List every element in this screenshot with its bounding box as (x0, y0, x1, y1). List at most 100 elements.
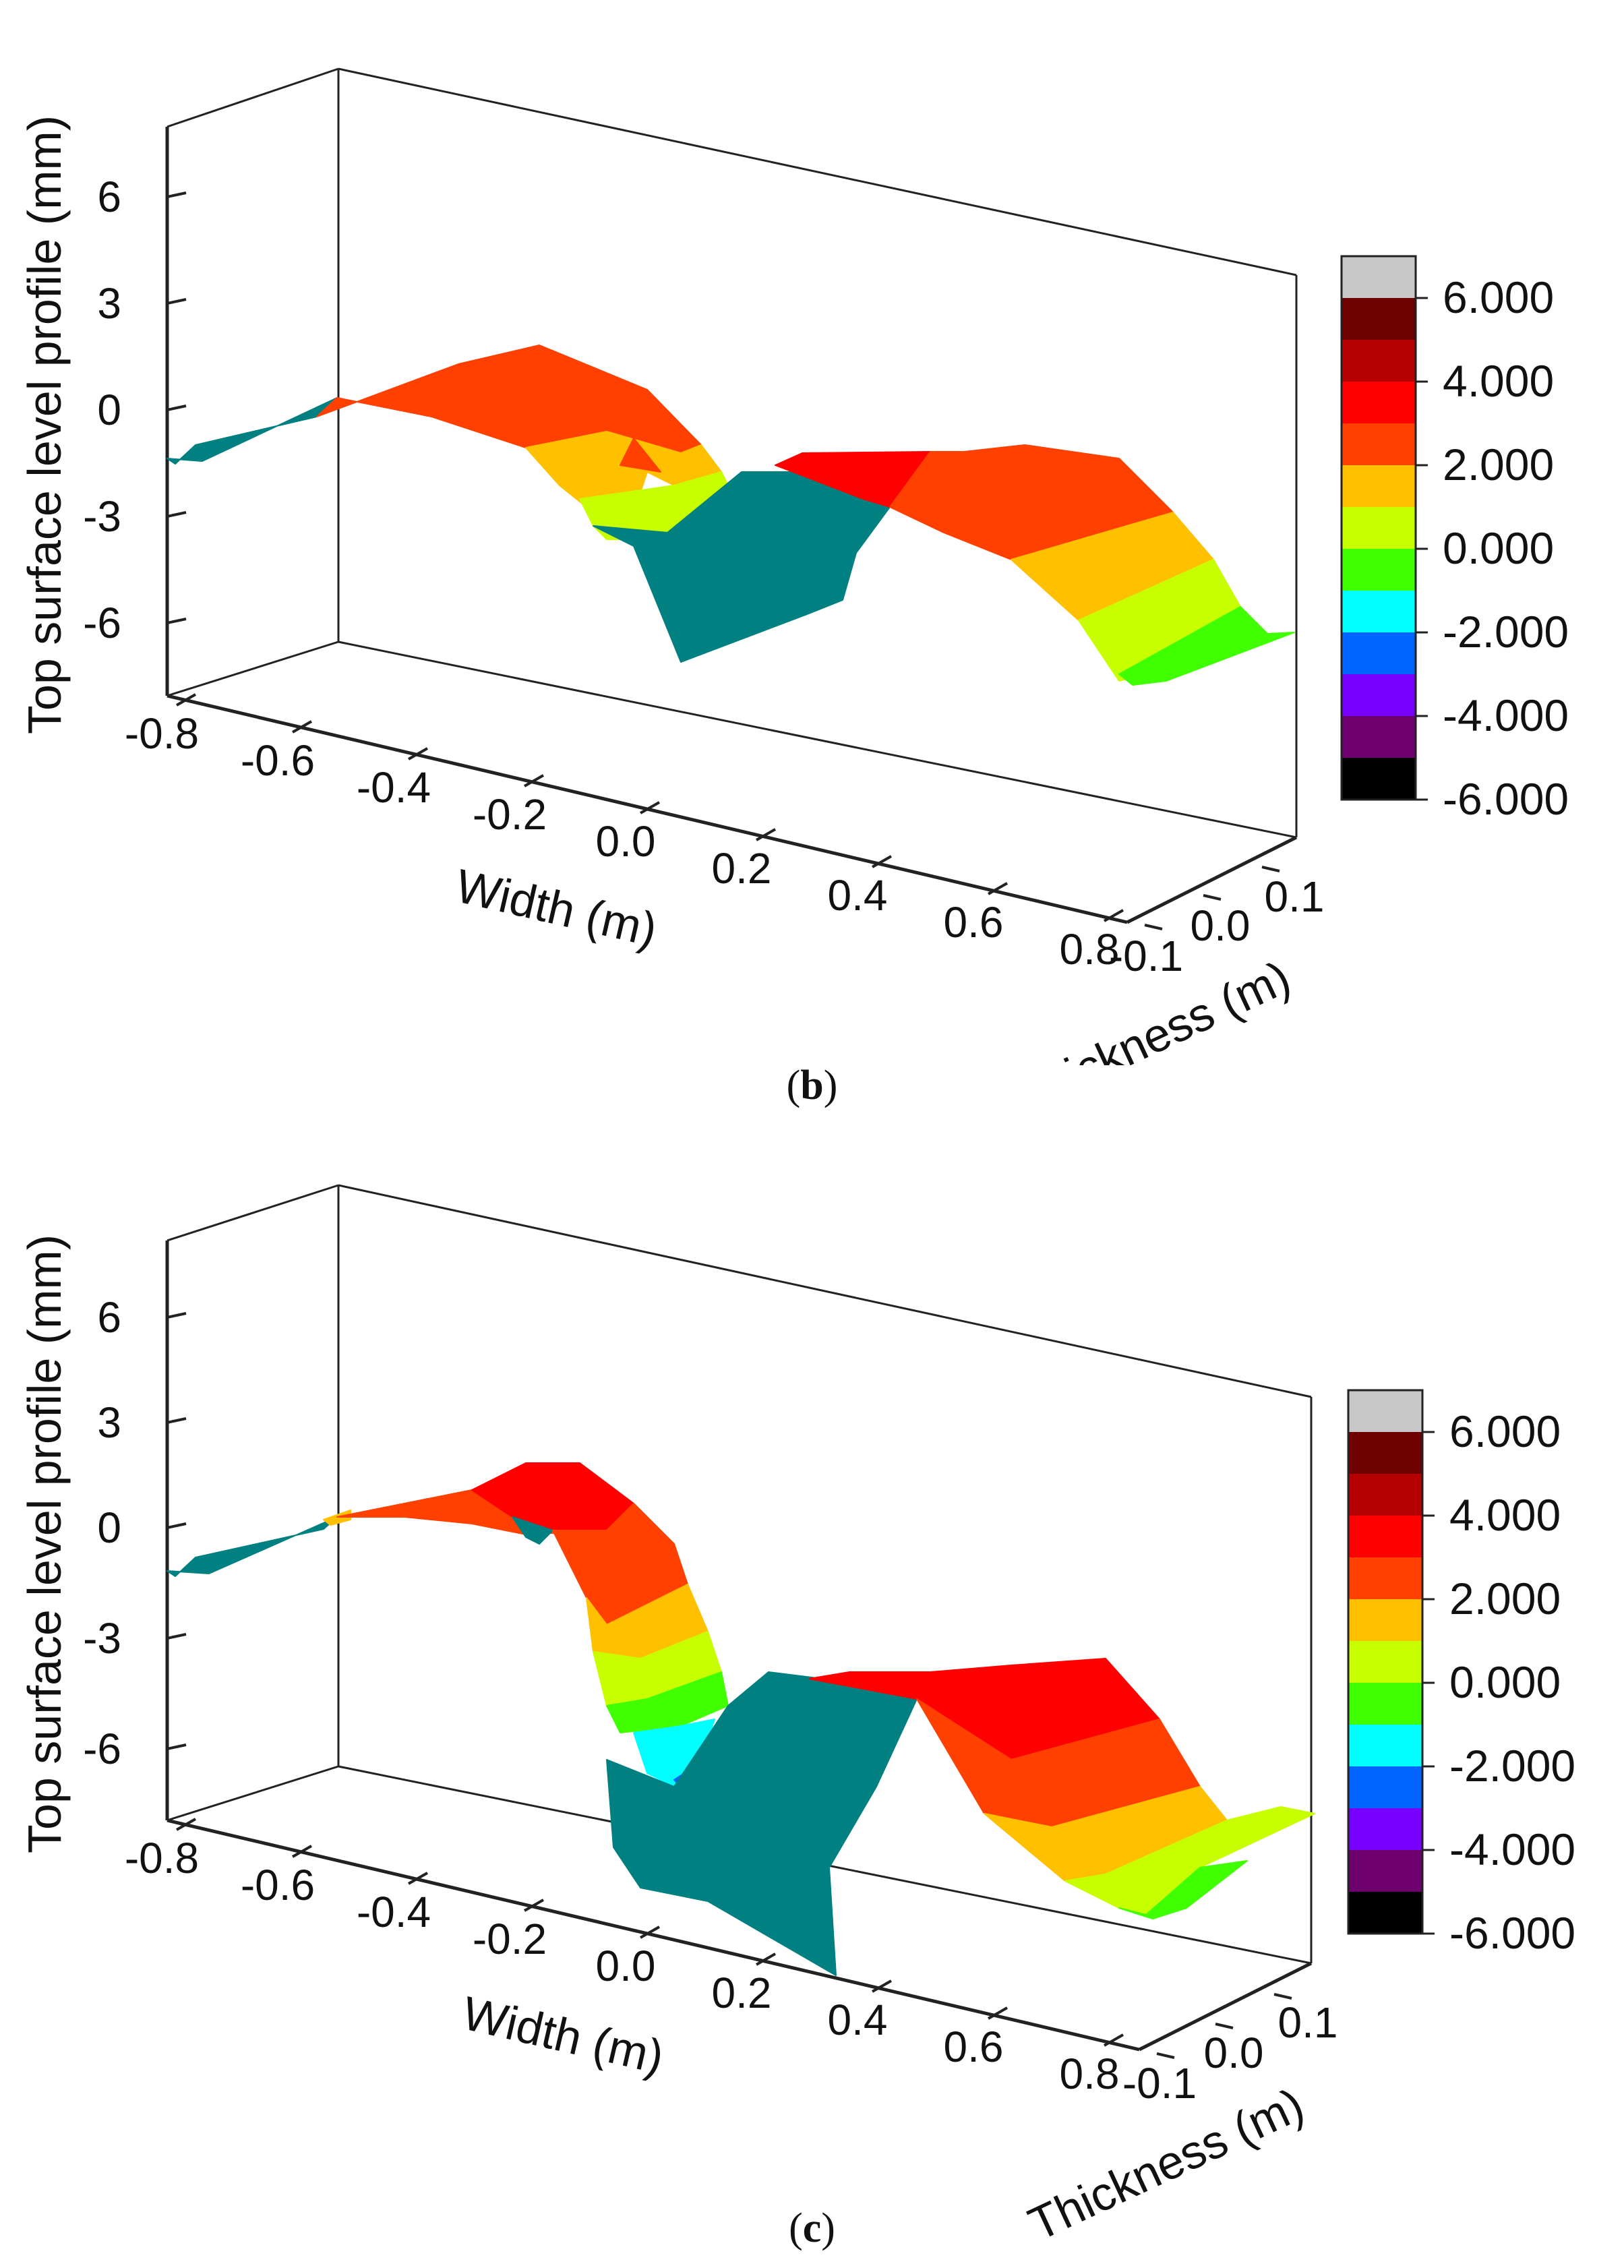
x-tick (524, 1899, 544, 1912)
colorbar-label: 0.000 (1449, 1657, 1561, 1707)
x-tick (176, 1818, 196, 1831)
colorbar-segment (1348, 1474, 1422, 1516)
y-tick (1156, 2052, 1175, 2059)
colorbar-frame (1340, 255, 1417, 801)
colorbar-segment (1348, 1850, 1422, 1892)
colorbar-label: -6.000 (1443, 774, 1569, 824)
colorbar-label: 2.000 (1449, 1574, 1561, 1623)
z-tick-label: -6 (83, 599, 121, 647)
plot-area-b: 6 3 0 -3 -6 -0.8 -0.6 -0.4 -0.2 0.0 0.2 0.4 0.6 0.8-0… (18, 67, 1325, 1065)
x-tick (176, 693, 196, 707)
z-tick (167, 1312, 187, 1319)
z-tick-label: 3 (97, 279, 121, 328)
colorbar-b: 6.000 4.000 2.000 0.000 -2.000 -4.000 -6.000 (1340, 255, 1569, 824)
surface-patch (167, 1516, 338, 1577)
x-tick (872, 855, 892, 868)
colorbar-segment (1342, 256, 1416, 298)
y-tick (1273, 1993, 1292, 2000)
colorbar-segment (1348, 1516, 1422, 1557)
colorbar-segment (1342, 423, 1416, 465)
colorbar-segment (1348, 1808, 1422, 1850)
colorbar-segment (1342, 674, 1416, 716)
x-tick (988, 882, 1008, 895)
box-edge-left-top (167, 67, 339, 128)
box-edge-left-top (167, 1184, 339, 1242)
colorbar-label: 6.000 (1449, 1406, 1561, 1456)
x-axis-title: Width (m) (458, 1986, 669, 2083)
z-tick (167, 1633, 187, 1640)
x-tick (524, 774, 544, 787)
surface-patch (167, 397, 338, 465)
x-tick (408, 747, 428, 760)
x-tick-label: -0.4 (357, 763, 431, 812)
x-tick-label: 0.6 (944, 898, 1004, 947)
y-axis-line (1126, 835, 1298, 924)
colorbar-segment (1342, 465, 1416, 507)
colorbar-label: 6.000 (1443, 272, 1554, 322)
y-tick-label: 0.1 (1265, 872, 1325, 921)
chart-panel-c: 6 3 0 -3 -6 -0.8 -0.6 -0.4 -0.2 0.0 0.2 0.4 0.6 0.8 -0… (18, 1184, 1575, 2250)
z-tick-label: 6 (97, 1293, 121, 1342)
panel-c-caption: (c) (789, 2205, 835, 2251)
surface-patch (512, 1516, 553, 1545)
z-tick (167, 618, 187, 624)
colorbar-label: -2.000 (1443, 607, 1569, 657)
x-tick (872, 1979, 892, 1993)
y-tick-label: -0.1 (1109, 932, 1183, 980)
y-axis-line (1138, 1961, 1313, 2052)
x-tick (1104, 909, 1124, 922)
z-axis-title: Top surface level profile (mm) (18, 1234, 71, 1853)
colorbar-segment (1342, 549, 1416, 591)
colorbar-segment (1342, 632, 1416, 674)
surface-patch (316, 345, 702, 454)
x-tick (640, 801, 660, 814)
y-tick-label: 0.0 (1191, 901, 1251, 950)
x-tick-label: 0.6 (944, 2023, 1004, 2071)
surface-patch (620, 438, 661, 473)
colorbar-c: 6.000 4.000 2.000 0.000 -2.000 -4.000 -6.000 (1347, 1389, 1575, 1958)
y-tick (1261, 866, 1280, 872)
x-tick-label: 0.0 (596, 817, 656, 866)
x-tick (292, 1845, 312, 1858)
colorbar-segment (1348, 1390, 1422, 1432)
x-tick (408, 1872, 428, 1885)
z-tick (167, 191, 187, 198)
colorbar-segment (1348, 1641, 1422, 1683)
x-tick-label: 0.2 (712, 844, 772, 893)
colorbar-segment (1342, 340, 1416, 382)
colorbar-segment (1342, 507, 1416, 549)
box-edge-left-floor (167, 1765, 339, 1822)
x-tick-label: 0.0 (596, 1942, 656, 1990)
x-tick (640, 1926, 660, 1939)
z-tick-label: -3 (83, 1614, 121, 1663)
z-tick-label: -6 (83, 1725, 121, 1773)
colorbar-label: -6.000 (1449, 1908, 1575, 1958)
x-tick-label: 0.4 (828, 1996, 888, 2044)
colorbar-segment (1348, 1892, 1422, 1934)
box-edge-back-top (338, 1184, 1312, 1398)
colorbar-segment (1348, 1766, 1422, 1808)
colorbar-segment (1342, 716, 1416, 758)
y-tick-label: -0.1 (1122, 2059, 1197, 2108)
chart-panel-b: 6 3 0 -3 -6 -0.8 -0.6 -0.4 -0.2 0.0 0.2 0.4 0.6 0.8-0… (18, 67, 1569, 1065)
box-edge-left-floor (167, 640, 339, 697)
colorbar-segment (1348, 1725, 1422, 1766)
y-tick-label: 0.0 (1204, 2029, 1264, 2077)
x-tick (1104, 2033, 1124, 2047)
colorbar-segment (1342, 591, 1416, 632)
colorbar-segment (1348, 1683, 1422, 1725)
y-tick (1203, 894, 1222, 901)
z-tick-label: -3 (83, 492, 121, 541)
panel-b-caption: (b) (786, 1063, 838, 1108)
y-tick (1215, 2023, 1234, 2029)
z-tick (167, 1743, 187, 1750)
colorbar-label: 4.000 (1449, 1490, 1561, 1540)
x-tick-label: -0.8 (125, 1834, 199, 1882)
z-tick-label: 3 (97, 1398, 121, 1447)
x-tick-label: -0.6 (241, 736, 315, 785)
x-tick (988, 2006, 1008, 2020)
z-tick-label: 0 (97, 1503, 121, 1552)
z-tick-label: 0 (97, 386, 121, 434)
x-tick (756, 1952, 776, 1966)
